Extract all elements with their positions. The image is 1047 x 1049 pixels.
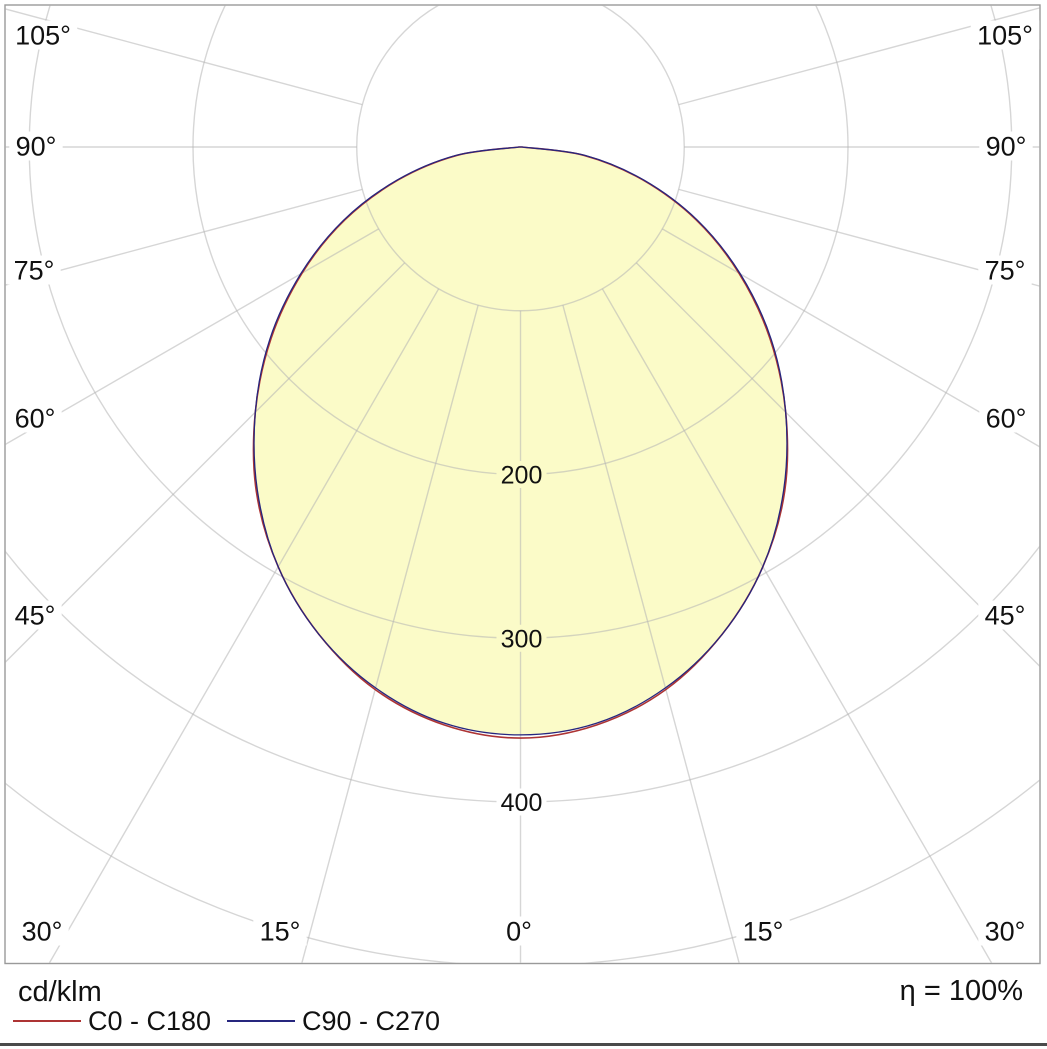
polar-intensity-chart: 200 300 400 105° 90° 75° 60° 45° 105° 90° 75° 60° 45… — [4, 4, 1041, 965]
angle-label-left-75°: 75° — [14, 256, 55, 286]
angle-label-bottom-1-15°: 15° — [260, 917, 301, 947]
angle-label-right-45°-bg — [978, 600, 1032, 630]
grid-radial--15deg — [301, 304, 479, 963]
grid-radial-15deg — [562, 304, 740, 963]
ring-label-300: 300 — [501, 625, 543, 653]
angle-label-left-45°: 45° — [15, 601, 56, 631]
c0-c180-line-swatch — [13, 1020, 81, 1022]
angle-label-left-60°: 60° — [15, 404, 56, 434]
unit-label: cd/klm — [18, 976, 102, 1008]
angle-label-right-105°: 105° — [977, 21, 1033, 51]
angle-label-left-60°-bg — [8, 403, 62, 433]
efficiency-label: η = 100% — [899, 975, 1023, 1007]
legend-label-c0-c180: C0 - C180 — [88, 1006, 212, 1036]
angle-label-bottom-1-15°-bg — [253, 916, 307, 946]
legend: C0 - C180 C90 - C270 — [0, 1006, 1047, 1038]
angle-label-bottom-2-0°-bg — [499, 916, 539, 946]
angle-label-right-60°-bg — [979, 403, 1033, 433]
grid-radial--45deg — [5, 262, 406, 663]
ring-label-400-bg — [496, 788, 547, 816]
grid-radial-105deg — [678, 7, 1040, 106]
angle-label-left-45°-bg — [8, 600, 62, 630]
angle-label-left-90°: 90° — [16, 132, 57, 162]
angle-label-right-105°-bg — [970, 20, 1040, 50]
grid-radial-30deg — [601, 288, 993, 963]
angle-label-left-90°-bg — [9, 131, 63, 161]
grid-radial--60deg — [5, 228, 380, 446]
grid-radial--105deg — [5, 8, 363, 106]
angle-label-bottom-4-30°-bg — [978, 916, 1032, 946]
c90-c270-line-swatch — [227, 1020, 295, 1022]
angle-label-bottom-0-30°-bg — [15, 916, 69, 946]
ring-label-200-bg — [496, 461, 547, 488]
grid-radial-75deg — [678, 188, 1040, 287]
angle-label-bottom-3-15°-bg — [736, 916, 790, 946]
polar-chart-area: 200 300 400 105° 90° 75° 60° 45° 105° 90° 75° 60° 45… — [4, 4, 1041, 965]
angle-label-right-90°: 90° — [986, 132, 1027, 162]
ring-label-200: 200 — [501, 462, 543, 490]
angle-label-right-75°-bg — [978, 255, 1032, 285]
angle-label-left-105°-bg — [8, 20, 78, 50]
angle-label-left-75°-bg — [7, 255, 61, 285]
curve-c90-c270 — [253, 146, 788, 736]
angle-label-bottom-3-15°: 15° — [743, 917, 784, 947]
section-divider-bar — [0, 1043, 1047, 1046]
ring-label-300-bg — [496, 624, 547, 652]
angle-label-bottom-0-30°: 30° — [22, 917, 63, 947]
grid-radial-60deg — [661, 228, 1040, 448]
plot-layer — [5, 5, 1040, 963]
grid-radial--75deg — [5, 188, 363, 286]
angle-label-bottom-2-0°: 0° — [506, 917, 532, 947]
legend-label-c90-c270: C90 - C270 — [302, 1006, 441, 1036]
grid-radial--30deg — [48, 288, 440, 963]
angle-label-right-75°: 75° — [985, 256, 1026, 286]
angle-label-right-90°-bg — [979, 131, 1033, 161]
curve-c0-c180 — [252, 146, 789, 739]
angle-label-right-45°: 45° — [985, 601, 1026, 631]
grid-radial-45deg — [635, 262, 1040, 667]
angle-label-right-60°: 60° — [986, 404, 1027, 434]
chart-footer: cd/klm η = 100% C0 - C180 C90 - C270 — [0, 966, 1047, 1044]
angle-label-left-105°: 105° — [15, 21, 71, 51]
ring-label-400: 400 — [501, 789, 543, 817]
angle-label-bottom-4-30°: 30° — [985, 917, 1026, 947]
